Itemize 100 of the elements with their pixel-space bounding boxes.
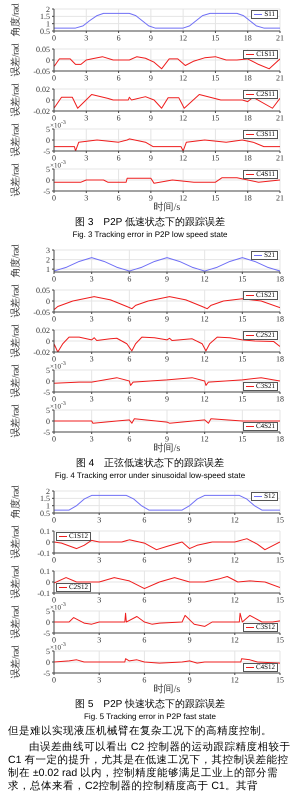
y-axis-title: 误差/rad — [10, 284, 22, 318]
y-tick-label: 0 — [46, 578, 50, 587]
y-tick-label: 5 — [46, 606, 50, 616]
x-tick-label: 0 — [52, 34, 56, 43]
x-tick-label: 3 — [84, 154, 88, 163]
x-tick-label: 6 — [116, 114, 121, 123]
x-tick-label: 21 — [276, 194, 284, 203]
text: 图 5 P2P 快速状态下的跟踪误差 — [74, 698, 226, 711]
x-tick-label: 6 — [127, 274, 132, 284]
y-tick-label: -5 — [43, 146, 50, 156]
x-tick-label: 9 — [148, 194, 153, 203]
y-tick-label: 0.5 — [40, 508, 50, 518]
y-axis-title: 误差/rad — [10, 566, 22, 598]
x-tick-label: 6 — [142, 676, 146, 685]
x-tick-label: 15 — [211, 74, 220, 83]
y-tick-label: -0.02 — [33, 106, 50, 116]
y-tick-label: -0.1 — [37, 548, 50, 558]
x-tick-label: 12 — [230, 556, 239, 565]
y-axis-title: 误差/rad — [10, 364, 22, 398]
x-tick-label: 3 — [97, 636, 102, 645]
x-tick-label: 6 — [127, 314, 132, 324]
y-tick-label: 1 — [46, 502, 50, 511]
text: 但是难以实现液压机械臂在复杂工况下的高精度控制。 — [8, 725, 273, 738]
x-tick-label: 0 — [52, 516, 56, 525]
text: Fig. 4 Tracking error under sinusoidal low-speed state — [54, 470, 246, 481]
x-tick-label: 3 — [97, 596, 102, 605]
y-tick-label: -5 — [43, 428, 50, 437]
x-tick-label: 0 — [52, 314, 56, 324]
line-series — [54, 12, 280, 29]
y-tick-label: 0 — [46, 56, 50, 65]
x-tick-label: 21 — [276, 114, 284, 123]
y-tick-label: 0 — [46, 96, 50, 105]
x-tick-label: 15 — [238, 274, 246, 284]
x-tick-label: 12 — [200, 274, 209, 284]
x-tick-label: 9 — [165, 434, 169, 444]
x-tick-label: 9 — [188, 676, 192, 685]
x-tick-label: 0 — [52, 394, 56, 404]
x-tick-label: 12 — [200, 434, 209, 444]
x-axis-title: 时间/s — [152, 684, 182, 696]
y-tick-label: 0 — [46, 416, 50, 426]
x-tick-label: 3 — [97, 676, 102, 685]
y-tick-label: 0.5 — [40, 26, 50, 36]
x-tick-label: 15 — [238, 434, 246, 444]
y-tick-label: 0 — [46, 538, 50, 547]
x-tick-label: 12 — [230, 636, 239, 645]
x-tick-label: 12 — [200, 394, 209, 404]
line-series — [54, 494, 280, 511]
x-tick-label: 9 — [148, 34, 153, 43]
x-tick-label: 3 — [90, 434, 94, 444]
text: Fig. 5 Tracking error in P2P fast state — [83, 711, 217, 722]
x-tick-label: 3 — [90, 314, 94, 324]
x-tick-label: 18 — [276, 434, 284, 444]
x-tick-label: 0 — [52, 114, 56, 123]
y-tick-label: -0.1 — [37, 588, 50, 598]
x-tick-label: 0 — [52, 434, 56, 444]
x-tick-label: 15 — [276, 636, 284, 645]
y-axis-title: 误差/rad — [10, 84, 22, 116]
x-tick-label: 3 — [84, 194, 88, 203]
y-tick-label: -5 — [43, 388, 50, 397]
x-tick-label: 0 — [52, 556, 56, 565]
x-tick-label: 0 — [52, 74, 56, 83]
y-tick-label: 1.5 — [40, 12, 50, 22]
x-tick-label: 0 — [52, 636, 56, 645]
x-tick-label: 3 — [90, 354, 94, 364]
x-tick-label: 6 — [127, 434, 132, 444]
x-tick-label: 15 — [276, 516, 284, 525]
x-tick-label: 21 — [276, 34, 284, 43]
x-tick-label: 6 — [127, 394, 132, 404]
x-tick-label: 12 — [179, 74, 188, 83]
y-axis-title: 误差/rad — [10, 646, 22, 678]
x-tick-label: 12 — [230, 516, 239, 525]
x-axis-title: 时间/s — [152, 443, 182, 455]
x-tick-label: 21 — [276, 74, 284, 83]
x-tick-label: 18 — [244, 194, 252, 203]
x-tick-label: 0 — [52, 274, 56, 284]
y-tick-label: -5 — [43, 186, 50, 196]
y-tick-label: 0.05 — [36, 286, 50, 295]
x-tick-label: 12 — [179, 34, 188, 43]
x-tick-label: 3 — [84, 34, 88, 43]
y-tick-label: 5 — [46, 164, 50, 174]
y-axis-title: 误差/rad — [10, 124, 22, 156]
y-tick-label: -0.02 — [33, 348, 50, 357]
y-tick-label: 0.05 — [36, 44, 50, 54]
y-axis-title: 误差/rad — [10, 44, 22, 76]
x-tick-label: 3 — [97, 556, 102, 565]
y-tick-label: 2 — [46, 255, 50, 264]
x-tick-label: 18 — [244, 74, 252, 83]
x-tick-label: 12 — [179, 114, 188, 123]
line-series — [54, 538, 280, 550]
x-tick-label: 6 — [142, 556, 146, 565]
x-tick-label: 0 — [52, 194, 56, 203]
text: 由误差曲线可以看出 C2 控制器的运动跟踪精度相较于 C1 有一定的提升，尤其是在低速工况下，其控制误差能控制在 ±0.02 rad 以内，控制精度能够满足工业上的部分需求，总体来看，C2控制器的控制精度高于 C1。其背 — [8, 741, 292, 793]
y-tick-label: 0 — [46, 296, 50, 306]
y-axis-title: 误差/rad — [10, 526, 22, 558]
x-tick-label: 12 — [200, 354, 209, 364]
line-series — [54, 576, 280, 590]
x-tick-label: 9 — [165, 274, 169, 284]
x-tick-label: 18 — [276, 394, 284, 404]
x-tick-label: 9 — [165, 354, 169, 364]
y-tick-label: 0.1 — [40, 526, 50, 536]
